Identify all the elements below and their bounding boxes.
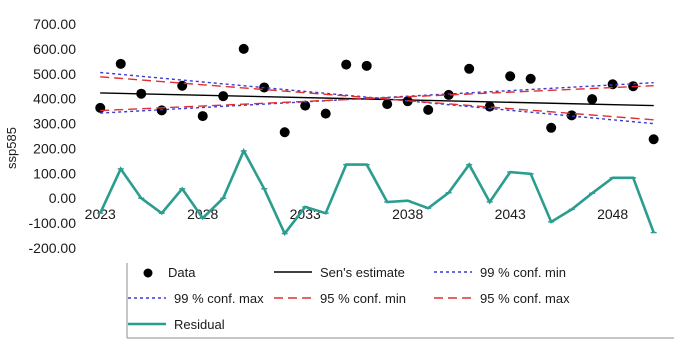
data-point (95, 102, 106, 113)
data-point (197, 111, 208, 122)
data-point (341, 59, 352, 70)
data-point (361, 60, 372, 71)
y-tick-label: 300.00 (33, 116, 76, 132)
legend-swatch (143, 268, 153, 278)
data-point (587, 94, 598, 105)
x-tick-label: 2048 (597, 206, 628, 222)
data-point (443, 89, 454, 100)
x-tick-label: 2038 (392, 206, 423, 222)
legend-label: 99 % conf. min (480, 265, 566, 280)
data-point (546, 122, 557, 133)
legend-label: 95 % conf. min (320, 291, 406, 306)
data-point (115, 58, 126, 69)
y-tick-label: 600.00 (33, 41, 76, 57)
legend-label: Residual (174, 317, 225, 332)
data-point (300, 100, 311, 111)
y-tick-label: 100.00 (33, 165, 76, 181)
data-point (648, 134, 659, 145)
y-tick-label: -100.00 (29, 215, 77, 231)
data-point (320, 108, 331, 119)
data-point (484, 101, 495, 112)
data-point (505, 71, 516, 82)
y-tick-label: 400.00 (33, 91, 76, 107)
plot-area: -200.00 -100.00 0.00 100.00 200.00 300.00 400.… (29, 16, 659, 256)
y-tick-label: 700.00 (33, 16, 76, 32)
legend: Data Sen's estimate 99 % conf. min 99 % con… (126, 263, 674, 339)
residual-line (99, 147, 655, 237)
99-conf-max-line (100, 71, 654, 125)
y-axis-label: ssp585 (4, 127, 19, 169)
y-tick-label: 500.00 (33, 66, 76, 82)
y-tick-label: 200.00 (33, 140, 76, 156)
y-tick-label: -200.00 (29, 240, 77, 256)
data-point (525, 73, 536, 84)
x-tick-label: 2043 (495, 206, 526, 222)
x-tick-label: 2023 (85, 206, 116, 222)
legend-label: 95 % conf. max (480, 291, 570, 306)
data-point (382, 99, 393, 110)
data-point (238, 43, 249, 54)
sen-s-estimate-line (100, 92, 654, 107)
data-point (607, 79, 618, 90)
95-conf-min-line (100, 85, 654, 112)
legend-label: Sen's estimate (320, 265, 405, 280)
data-point (279, 127, 290, 138)
95-conf-max-line (100, 76, 654, 121)
legend-label: 99 % conf. max (174, 291, 264, 306)
legend-label: Data (168, 265, 196, 280)
data-point (464, 63, 475, 74)
data-point (423, 104, 434, 115)
y-tick-label: 0.00 (49, 190, 76, 206)
